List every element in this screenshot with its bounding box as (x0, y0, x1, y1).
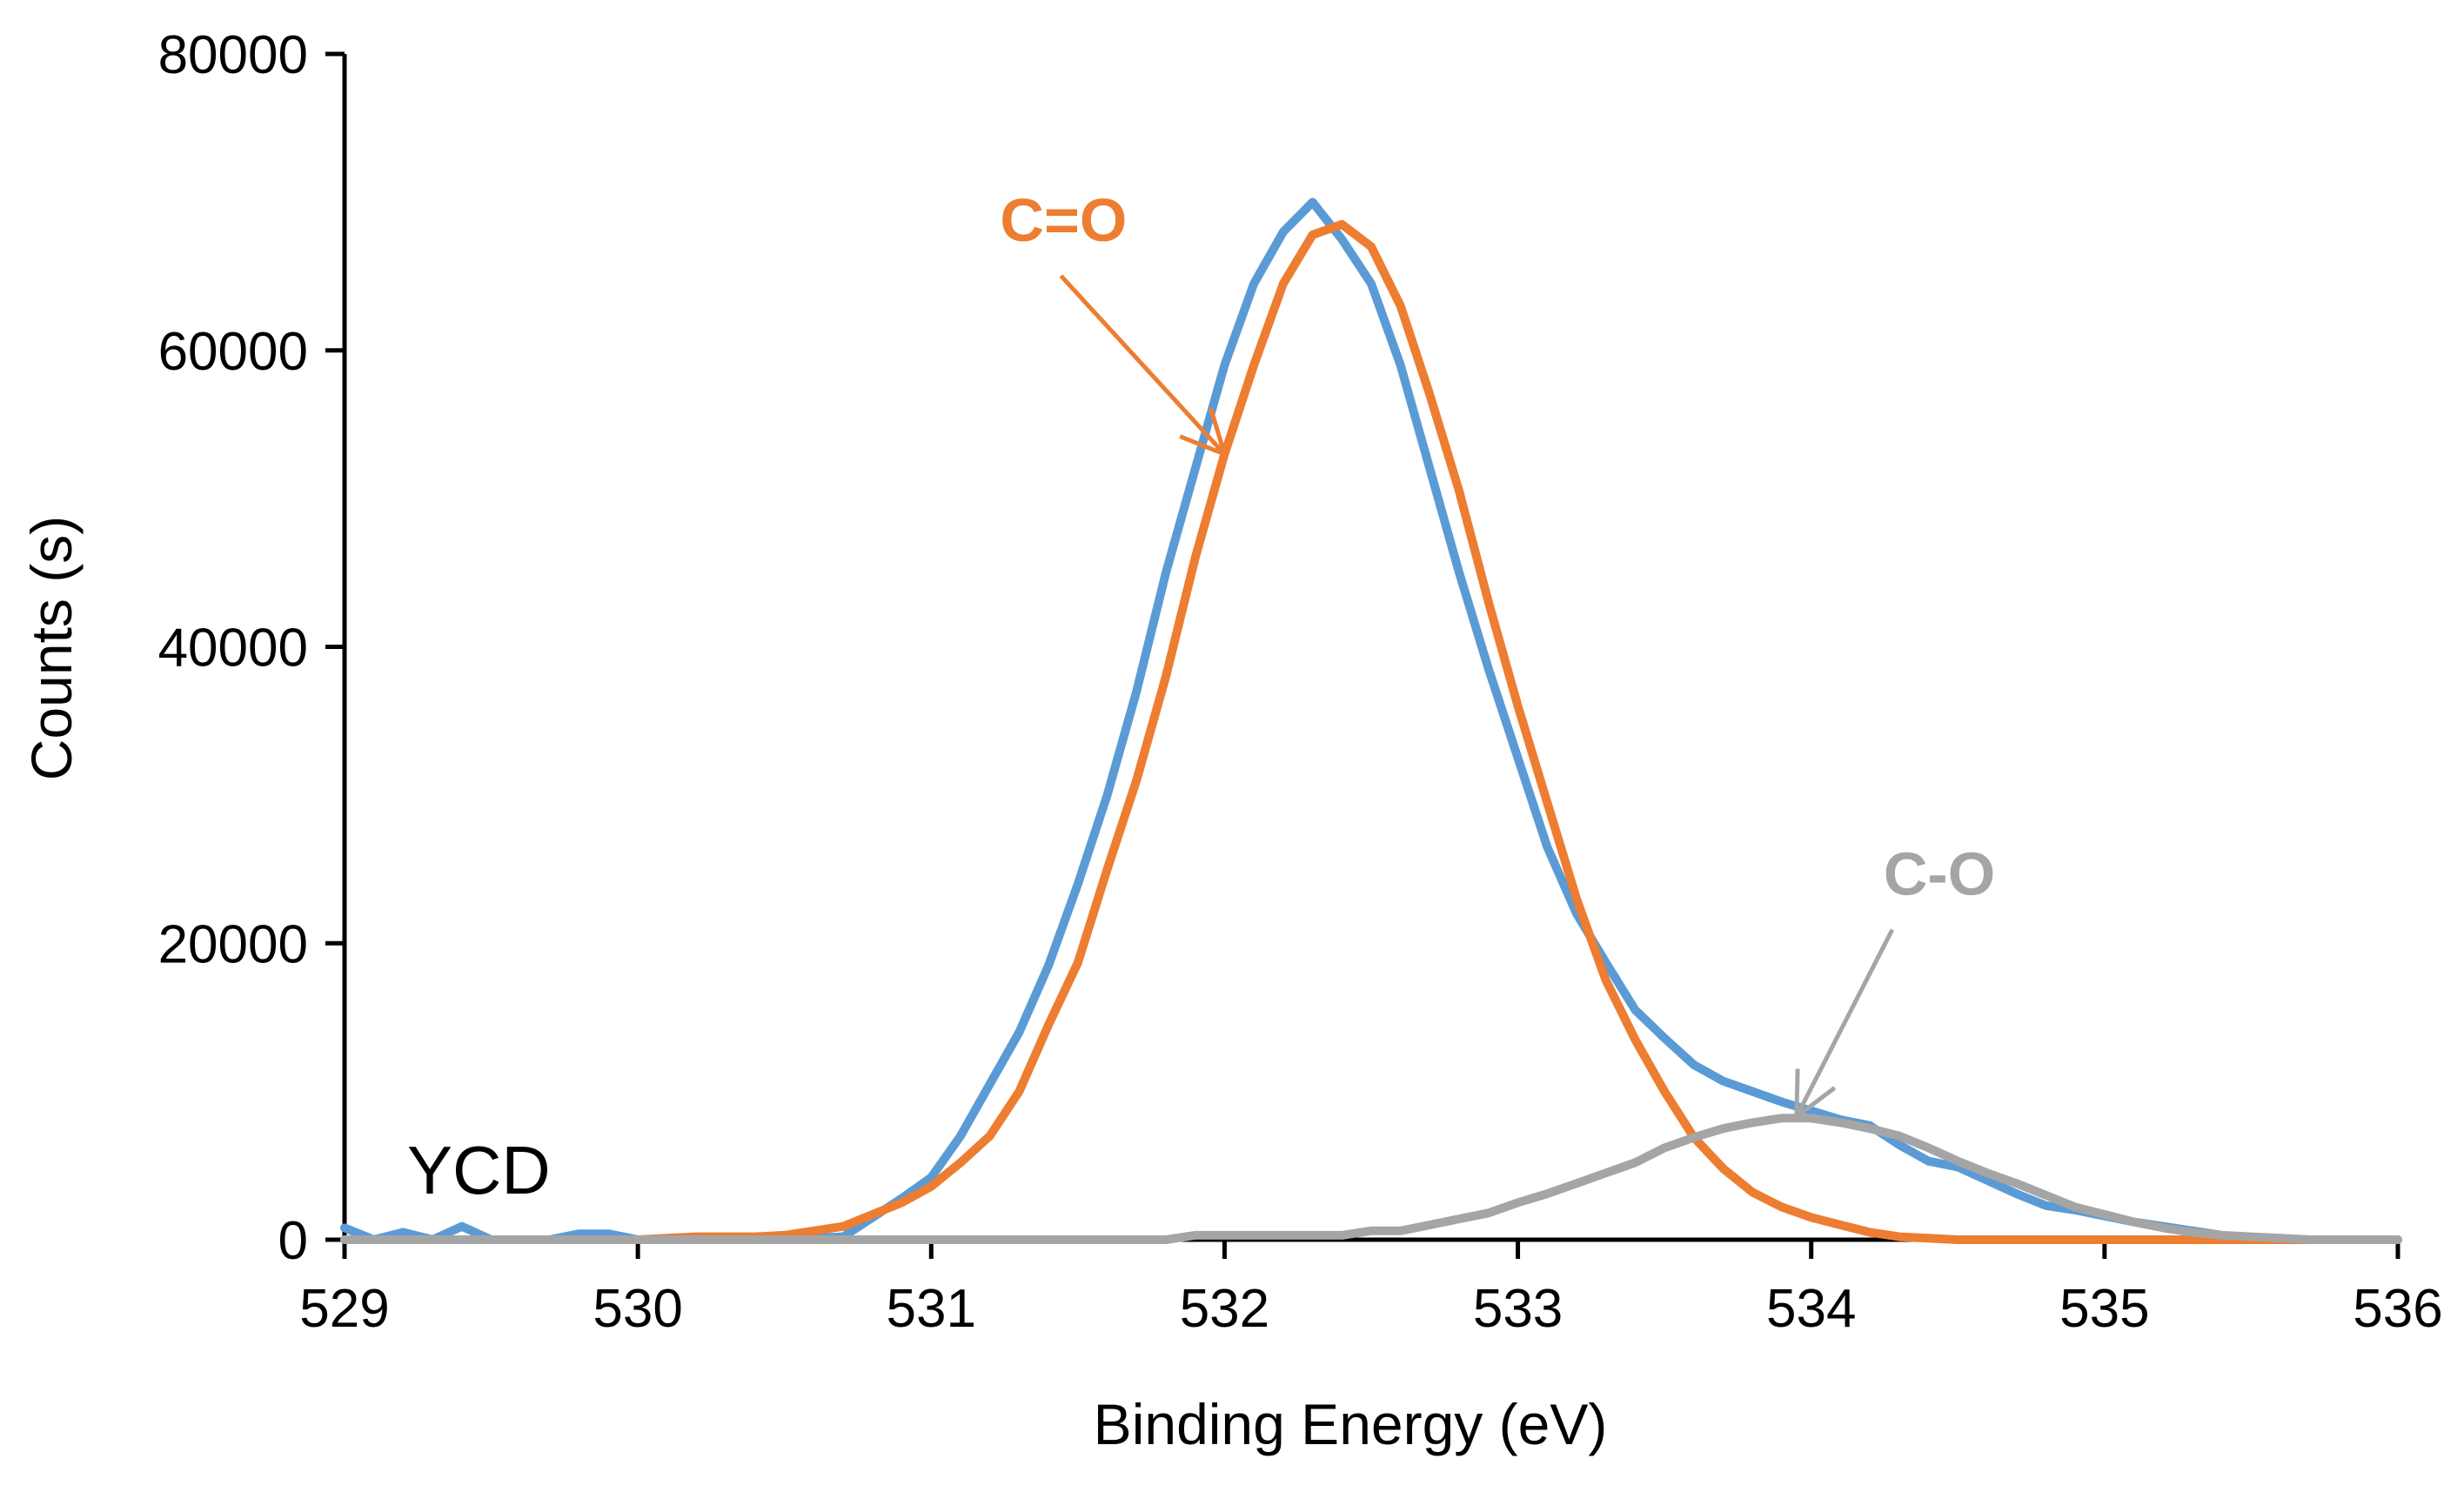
axes (342, 54, 2398, 1242)
series-lines (340, 197, 2402, 1244)
y-axis-title: Counts (s) (19, 516, 84, 780)
annotation-arrow-c-o (1794, 928, 1895, 1118)
annotation-arrow-c-o (1059, 274, 1227, 456)
x-tick-label: 533 (1473, 1279, 1563, 1339)
annotation-label-c-o: C=O (1000, 186, 1127, 254)
series-line-measured (340, 197, 2402, 1244)
x-tick-label: 536 (2353, 1279, 2442, 1339)
x-tick-label: 531 (887, 1279, 976, 1339)
series-line-c-o (340, 1114, 2402, 1244)
x-tick-label: 530 (593, 1279, 682, 1339)
y-tick-label: 80000 (158, 25, 308, 85)
y-tick-label: 60000 (158, 322, 308, 382)
x-tick-label: 532 (1180, 1279, 1269, 1339)
y-tick-label: 20000 (158, 914, 308, 974)
ticks: 0 20000 40000 60000 80000 529 530 531 532 533 534 5… (158, 25, 2443, 1339)
x-axis-title: Binding Energy (eV) (1094, 1392, 1608, 1456)
y-tick-label: 0 (278, 1211, 308, 1271)
annotation-label-c-o: C-O (1884, 840, 1995, 908)
annotations: C=O C-O (1000, 186, 1995, 1121)
y-tick-label: 40000 (158, 619, 308, 679)
series-line-c-o (340, 219, 2402, 1244)
x-tick-label: 535 (2059, 1279, 2149, 1339)
annotation-arrowhead-c-o (1794, 1068, 1837, 1121)
x-tick-label: 534 (1766, 1279, 1856, 1339)
x-tick-label: 529 (299, 1279, 389, 1339)
annotation-arrowhead-c-o (1179, 407, 1229, 458)
panel-label: YCD (407, 1132, 551, 1208)
